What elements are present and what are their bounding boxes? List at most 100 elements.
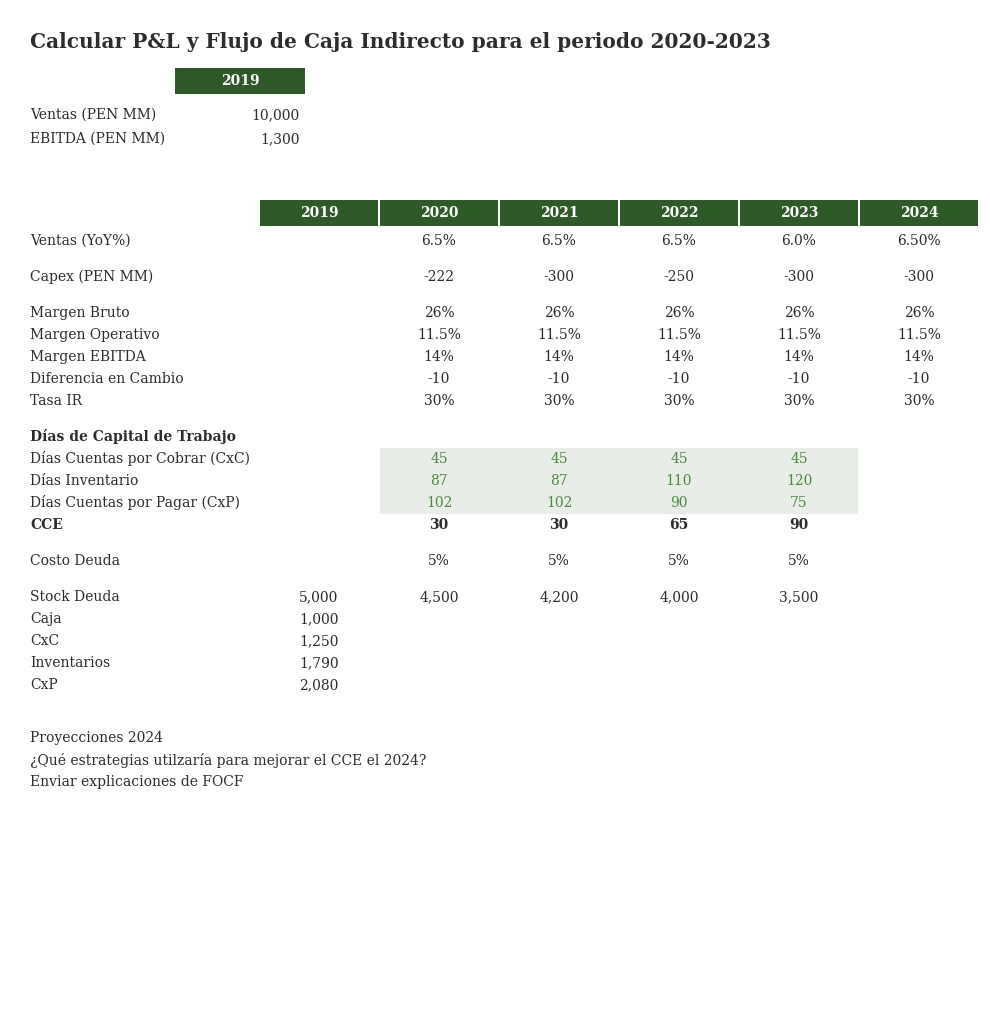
- Text: 5,000: 5,000: [299, 590, 339, 604]
- Text: -222: -222: [424, 270, 454, 284]
- Text: 30%: 30%: [663, 394, 694, 408]
- Text: 2019: 2019: [221, 74, 259, 88]
- Text: 26%: 26%: [544, 306, 574, 320]
- Text: 120: 120: [786, 474, 812, 488]
- Text: 1,250: 1,250: [299, 634, 339, 648]
- Text: Ventas (PEN MM): Ventas (PEN MM): [30, 108, 156, 122]
- Bar: [380, 470, 858, 492]
- Text: 65: 65: [669, 518, 689, 532]
- Text: 2020: 2020: [420, 206, 458, 220]
- Text: -10: -10: [908, 372, 931, 386]
- Text: 14%: 14%: [424, 350, 454, 364]
- Text: Días de Capital de Trabajo: Días de Capital de Trabajo: [30, 430, 236, 445]
- Text: 30%: 30%: [424, 394, 454, 408]
- Text: CxP: CxP: [30, 678, 57, 692]
- Bar: [860, 200, 978, 226]
- Text: Stock Deuda: Stock Deuda: [30, 590, 120, 604]
- Text: 2,080: 2,080: [299, 678, 339, 692]
- Text: Ventas (YoY%): Ventas (YoY%): [30, 234, 131, 248]
- Text: 30%: 30%: [904, 394, 935, 408]
- Text: 2023: 2023: [780, 206, 819, 220]
- Text: Inventarios: Inventarios: [30, 656, 110, 670]
- Text: 6.5%: 6.5%: [542, 234, 576, 248]
- Text: -300: -300: [544, 270, 574, 284]
- Text: -300: -300: [904, 270, 935, 284]
- Text: -10: -10: [788, 372, 810, 386]
- Text: 30%: 30%: [544, 394, 574, 408]
- Bar: [380, 448, 858, 470]
- Text: 5%: 5%: [788, 554, 810, 568]
- Text: 87: 87: [431, 474, 447, 488]
- Text: 5%: 5%: [668, 554, 690, 568]
- Text: 5%: 5%: [548, 554, 570, 568]
- Text: -250: -250: [663, 270, 695, 284]
- Text: 102: 102: [426, 496, 452, 510]
- Text: Proyecciones 2024: Proyecciones 2024: [30, 731, 163, 745]
- Text: 1,300: 1,300: [260, 132, 300, 146]
- Bar: [500, 200, 618, 226]
- Text: -300: -300: [783, 270, 815, 284]
- Text: 102: 102: [545, 496, 572, 510]
- Text: 14%: 14%: [783, 350, 815, 364]
- Bar: [260, 200, 378, 226]
- Bar: [620, 200, 738, 226]
- Text: 75: 75: [790, 496, 808, 510]
- Text: Margen Operativo: Margen Operativo: [30, 328, 159, 342]
- Text: 26%: 26%: [904, 306, 935, 320]
- Text: 2021: 2021: [540, 206, 578, 220]
- Text: 30%: 30%: [784, 394, 815, 408]
- Text: 11.5%: 11.5%: [657, 328, 701, 342]
- Text: 87: 87: [550, 474, 568, 488]
- Text: Costo Deuda: Costo Deuda: [30, 554, 120, 568]
- Text: Margen Bruto: Margen Bruto: [30, 306, 130, 320]
- Text: -10: -10: [547, 372, 570, 386]
- Text: Tasa IR: Tasa IR: [30, 394, 82, 408]
- Text: 3,500: 3,500: [779, 590, 819, 604]
- Text: 2019: 2019: [300, 206, 339, 220]
- Text: CxC: CxC: [30, 634, 59, 648]
- Text: Margen EBITDA: Margen EBITDA: [30, 350, 146, 364]
- Text: 4,000: 4,000: [659, 590, 699, 604]
- Text: EBITDA (PEN MM): EBITDA (PEN MM): [30, 132, 165, 146]
- Text: 30: 30: [549, 518, 568, 532]
- Bar: [740, 200, 858, 226]
- Text: Calcular P&L y Flujo de Caja Indirecto para el periodo 2020-2023: Calcular P&L y Flujo de Caja Indirecto p…: [30, 31, 771, 52]
- Text: 1,790: 1,790: [299, 656, 339, 670]
- Text: -10: -10: [428, 372, 450, 386]
- Bar: [380, 200, 498, 226]
- Bar: [175, 68, 305, 94]
- Text: 26%: 26%: [784, 306, 815, 320]
- Bar: [380, 492, 858, 514]
- Text: 6.5%: 6.5%: [422, 234, 456, 248]
- Text: 45: 45: [431, 452, 447, 466]
- Text: 14%: 14%: [904, 350, 935, 364]
- Text: 2022: 2022: [659, 206, 698, 220]
- Text: 6.50%: 6.50%: [897, 234, 940, 248]
- Text: Días Cuentas por Pagar (CxP): Días Cuentas por Pagar (CxP): [30, 496, 240, 510]
- Text: 10,000: 10,000: [251, 108, 300, 122]
- Text: 11.5%: 11.5%: [777, 328, 821, 342]
- Text: 14%: 14%: [663, 350, 694, 364]
- Text: 2024: 2024: [900, 206, 939, 220]
- Text: Capex (PEN MM): Capex (PEN MM): [30, 270, 153, 284]
- Text: -10: -10: [668, 372, 690, 386]
- Text: Caja: Caja: [30, 612, 61, 626]
- Text: 5%: 5%: [428, 554, 449, 568]
- Text: 4,200: 4,200: [540, 590, 579, 604]
- Text: Días Inventario: Días Inventario: [30, 474, 139, 488]
- Text: CCE: CCE: [30, 518, 63, 532]
- Text: 26%: 26%: [424, 306, 454, 320]
- Text: 11.5%: 11.5%: [897, 328, 940, 342]
- Text: 90: 90: [789, 518, 809, 532]
- Text: Diferencia en Cambio: Diferencia en Cambio: [30, 372, 183, 386]
- Text: 26%: 26%: [663, 306, 694, 320]
- Text: Días Cuentas por Cobrar (CxC): Días Cuentas por Cobrar (CxC): [30, 451, 250, 466]
- Text: 4,500: 4,500: [419, 590, 458, 604]
- Text: 11.5%: 11.5%: [537, 328, 581, 342]
- Text: 11.5%: 11.5%: [417, 328, 461, 342]
- Text: 45: 45: [670, 452, 688, 466]
- Text: 1,000: 1,000: [299, 612, 339, 626]
- Text: 6.0%: 6.0%: [781, 234, 817, 248]
- Text: ¿Qué estrategias utilzaría para mejorar el CCE el 2024?: ¿Qué estrategias utilzaría para mejorar …: [30, 753, 427, 768]
- Text: 14%: 14%: [544, 350, 574, 364]
